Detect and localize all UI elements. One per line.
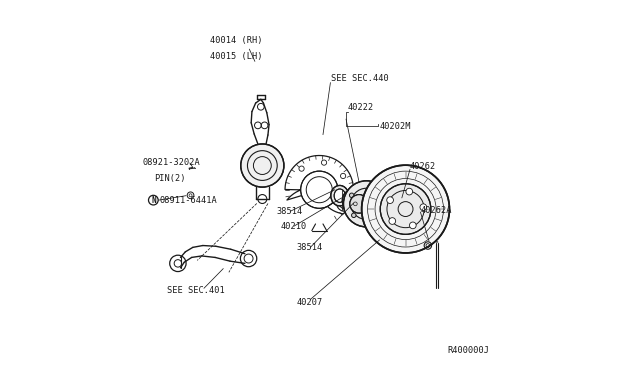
Circle shape [406,188,413,195]
Circle shape [351,213,356,218]
Text: 38514: 38514 [296,243,323,252]
Text: 40262A: 40262A [420,206,452,215]
Circle shape [420,204,427,211]
Text: 40210: 40210 [280,222,307,231]
Circle shape [371,217,376,222]
Ellipse shape [342,190,360,210]
Ellipse shape [334,189,346,202]
Text: 40207: 40207 [296,298,323,307]
Circle shape [362,165,449,253]
Ellipse shape [346,194,356,206]
Circle shape [241,144,284,187]
Ellipse shape [331,185,349,206]
Text: 08921-3202A: 08921-3202A [142,158,200,167]
Circle shape [349,193,354,198]
Text: 40262: 40262 [410,162,436,171]
Text: SEE SEC.401: SEE SEC.401 [167,286,225,295]
Text: PIN(2): PIN(2) [154,174,186,183]
Circle shape [349,195,369,213]
Text: N: N [151,196,156,205]
Circle shape [380,184,431,234]
Circle shape [344,181,390,227]
Text: SEE SEC.440: SEE SEC.440 [331,74,389,83]
Text: 38514: 38514 [276,207,303,216]
Circle shape [389,218,396,224]
Text: 40202M: 40202M [380,122,411,131]
Circle shape [301,171,338,208]
Text: 08911-6441A: 08911-6441A [159,196,217,205]
Circle shape [381,200,386,204]
Circle shape [387,197,394,203]
Text: 40222: 40222 [348,103,374,112]
Text: 40015 (LH): 40015 (LH) [211,52,263,61]
Circle shape [410,222,416,229]
Circle shape [368,185,372,189]
Text: 40014 (RH): 40014 (RH) [211,36,263,45]
Text: R400000J: R400000J [447,346,489,355]
